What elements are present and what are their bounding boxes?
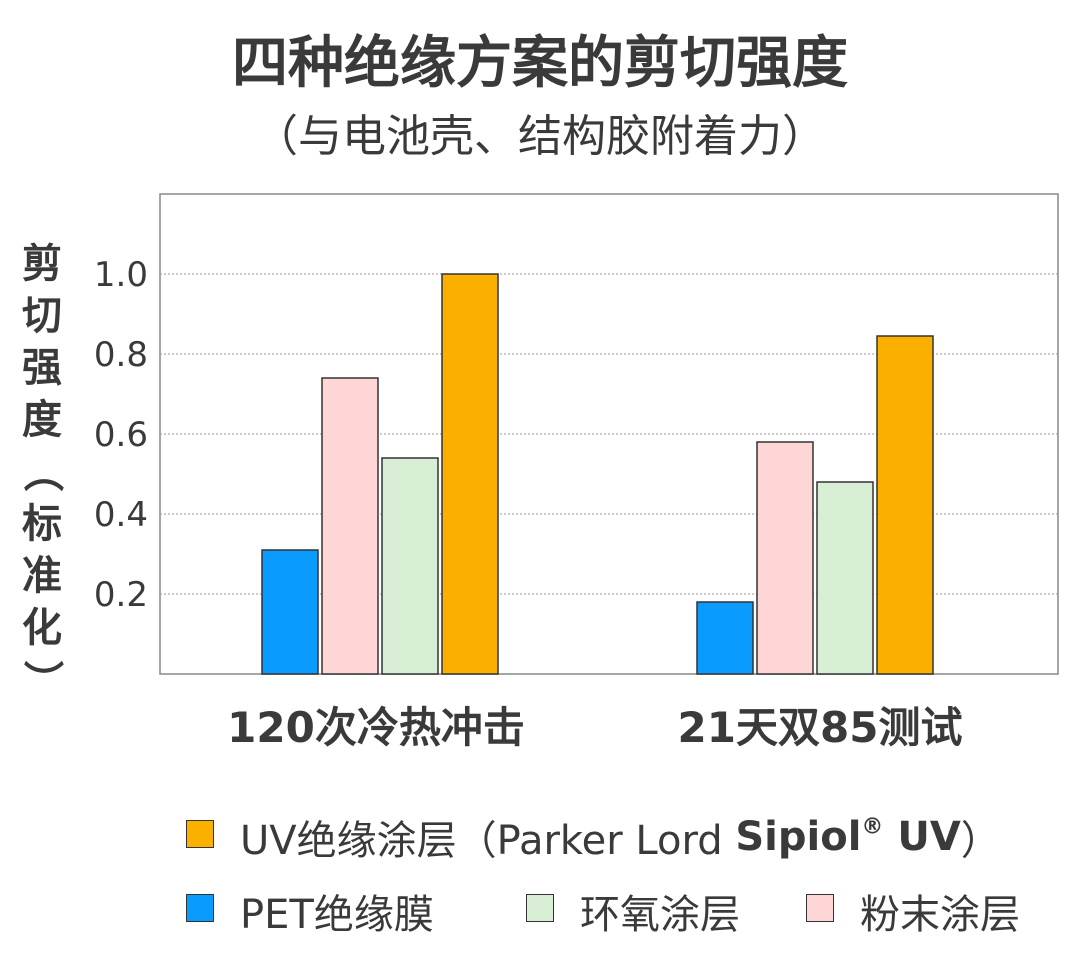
legend-label-pet: PET绝缘膜 [240, 892, 434, 938]
legend-label-uv: UV绝缘涂层 [240, 818, 457, 864]
y-axis-label-char: 切 [22, 293, 62, 339]
y-tick-label: 0.2 [94, 575, 148, 615]
bar [816, 481, 874, 675]
bar [441, 273, 499, 675]
y-axis-label-char: 准 [22, 553, 62, 599]
chart-subtitle: （与电池壳、结构胶附着力） [254, 111, 826, 162]
legend-swatch-epoxy [526, 894, 554, 922]
bar [876, 335, 934, 675]
y-axis-label-char: 化 [22, 605, 62, 651]
legend-swatch-uv [186, 820, 214, 848]
legend-item-epoxy: 环氧涂层 [526, 882, 740, 940]
x-category-label: 120次冷热冲击 [227, 703, 525, 752]
legend-item-powder: 粉末涂层 [806, 882, 1020, 940]
y-tick-label: 0.8 [94, 335, 148, 375]
legend-note-prefix: （Parker Lord [456, 818, 736, 864]
y-axis-label-char: 度 [22, 397, 62, 443]
legend-item-uv: UV绝缘涂层（Parker Lord Sipiol® UV） [186, 808, 1001, 866]
y-axis-label: 剪切强度（标准化） [12, 238, 72, 706]
y-axis-label-char: 强 [22, 345, 62, 391]
chart-title: 四种绝缘方案的剪切强度 [232, 31, 848, 96]
bar [381, 457, 439, 675]
y-axis-label-char: 标 [22, 501, 62, 547]
legend-label-powder: 粉末涂层 [860, 892, 1020, 938]
legend-label-epoxy: 环氧涂层 [580, 892, 740, 938]
legend-note-product: UV [883, 814, 961, 860]
x-category-label: 21天双85测试 [678, 703, 963, 752]
legend-swatch-powder [806, 894, 834, 922]
y-tick-label: 1.0 [94, 255, 148, 295]
bar [261, 549, 319, 675]
bar [321, 377, 379, 675]
bar [696, 601, 754, 675]
y-axis-label-char: 剪 [22, 241, 62, 287]
legend-note-brand: Sipiol [735, 814, 862, 860]
legend-item-pet: PET绝缘膜 [186, 882, 434, 940]
legend-note-close: ） [960, 818, 1001, 864]
legend-swatch-pet [186, 894, 214, 922]
y-tick-label: 0.4 [94, 495, 148, 535]
bar [756, 441, 814, 675]
legend-note-registered: ® [861, 814, 884, 840]
y-tick-label: 0.6 [94, 415, 148, 455]
